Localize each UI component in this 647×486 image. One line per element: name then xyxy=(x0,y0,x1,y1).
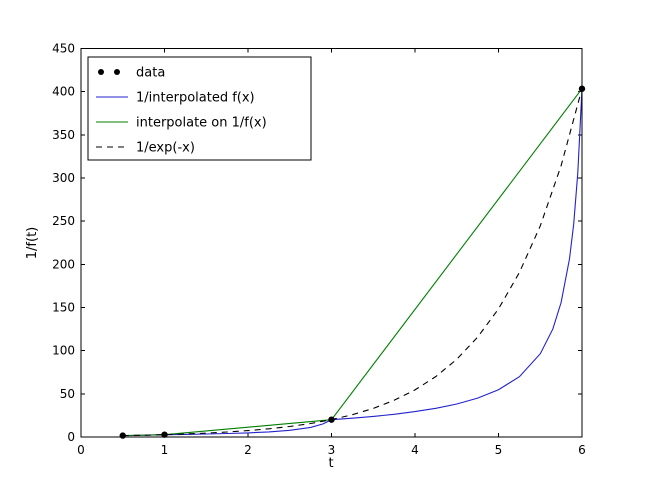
series-line xyxy=(122,88,583,437)
x-tick-label: 4 xyxy=(411,443,419,457)
y-tick-label: 50 xyxy=(60,387,75,401)
x-tick-label: 5 xyxy=(495,443,503,457)
y-tick-label: 250 xyxy=(52,214,75,228)
x-tick-label: 0 xyxy=(77,443,85,457)
legend-label: data xyxy=(136,66,165,81)
data-point xyxy=(119,432,126,439)
legend-label: 1/exp(-x) xyxy=(136,141,195,156)
y-tick-label: 150 xyxy=(52,301,75,315)
data-point xyxy=(328,416,335,423)
legend-label: 1/interpolated f(x) xyxy=(136,91,255,106)
axes-border xyxy=(80,48,583,438)
legend-marker-dot xyxy=(98,69,104,75)
y-tick-label: 350 xyxy=(52,128,75,142)
x-tick-label: 6 xyxy=(578,443,586,457)
series-line xyxy=(122,88,583,437)
x-tick-label: 1 xyxy=(161,443,169,457)
y-axis-label: 1/f(t) xyxy=(25,227,40,259)
y-tick-label: 400 xyxy=(52,85,75,99)
data-point xyxy=(161,431,168,438)
x-tick-label: 2 xyxy=(244,443,252,457)
y-tick-label: 0 xyxy=(67,430,75,444)
y-tick-label: 300 xyxy=(52,171,75,185)
x-axis-label: t xyxy=(328,456,333,471)
x-tick-label: 3 xyxy=(328,443,336,457)
legend-marker-dot xyxy=(114,69,120,75)
y-tick-label: 450 xyxy=(52,42,75,56)
legend-label: interpolate on 1/f(x) xyxy=(136,116,267,131)
series-line xyxy=(122,88,583,437)
y-tick-label: 200 xyxy=(52,257,75,271)
y-tick-label: 100 xyxy=(52,344,75,358)
legend-box xyxy=(87,56,312,161)
